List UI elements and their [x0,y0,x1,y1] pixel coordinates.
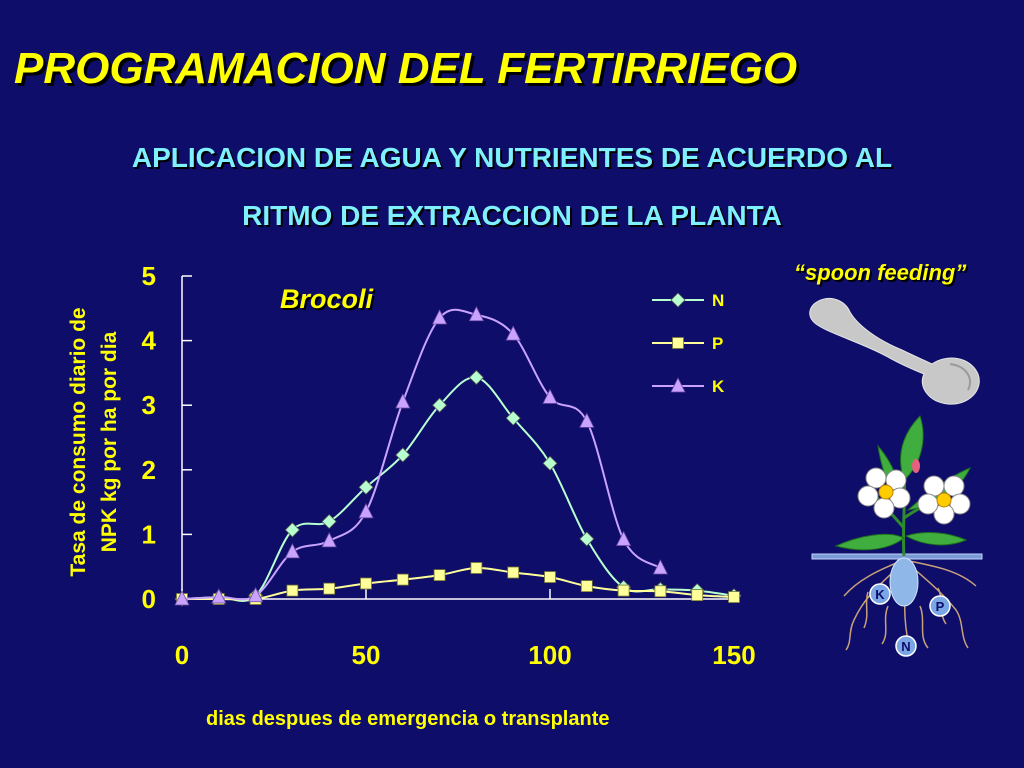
flower-left [857,467,911,519]
data-point-P [433,569,446,581]
svg-text:P: P [936,599,945,614]
data-point-P [507,566,520,579]
series-line-K [181,308,662,601]
y-axis-label: Tasa de consumo diario de NPK kg por ha … [63,307,125,576]
y-tick-label: 4 [142,326,157,356]
plant-icon: K P N [811,415,983,657]
data-point-P [544,571,556,583]
slide-subtitle-line1: APLICACION DE AGUA Y NUTRIENTES DE ACUER… [131,142,893,173]
x-axis-label: dias despues de emergencia o transplante [206,708,610,730]
data-point-K [174,590,190,606]
data-point-P [360,577,372,590]
legend-marker-N [670,292,686,308]
data-point-K [468,305,485,322]
series-line-P [182,566,735,601]
legend-label-K: K [712,377,725,396]
data-point-P [396,573,409,586]
data-point-N [542,455,558,471]
data-point-N [505,410,521,426]
data-point-N [284,522,300,538]
series-line-N [181,376,735,602]
data-point-K [284,542,301,559]
data-point-P [691,589,704,602]
data-point-P [728,591,740,603]
y-tick-label: 3 [142,390,156,420]
y-tick-label: 1 [142,519,156,549]
svg-text:N: N [901,639,910,654]
data-point-K [505,325,521,341]
x-tick-label: 150 [712,640,755,670]
nitrogen-badge: N [895,635,917,657]
slide-title: PROGRAMACION DEL FERTIRRIEGO [14,44,798,93]
data-point-P [617,584,630,597]
phosphorus-badge: P [929,595,951,617]
x-tick-label: 0 [175,640,189,670]
data-point-K [579,412,595,428]
data-point-K [358,502,374,519]
data-point-K [321,531,337,548]
data-point-P [323,582,336,595]
x-tick-label: 50 [352,640,381,670]
x-tick-label: 100 [528,640,571,670]
svg-text:K: K [875,587,885,602]
data-point-P [286,584,299,597]
data-point-K [247,586,264,603]
y-tick-label: 0 [142,584,156,614]
legend-label-N: N [712,291,724,310]
y-axis-label-line2: NPK kg por ha por dia [98,331,121,553]
data-point-K [615,530,632,546]
legend-marker-P [672,337,684,349]
data-point-N [432,397,448,413]
y-axis-label-line1: Tasa de consumo diario de [67,307,90,577]
spoon-icon [809,297,980,405]
potassium-badge: K [869,583,891,605]
data-point-P [654,585,667,598]
chart-annotation: Brocoli [280,284,374,314]
data-point-P [580,580,593,592]
data-point-N [358,479,374,495]
y-tick-label: 2 [142,455,156,485]
data-point-N [321,513,337,530]
data-point-N [468,369,484,385]
data-point-N [579,531,595,547]
y-tick-label: 5 [142,261,156,291]
data-point-P [470,562,483,574]
data-point-K [211,588,227,604]
data-point-K [431,309,448,325]
data-point-K [542,388,558,404]
flower-right [917,475,971,525]
legend-label-P: P [712,334,723,353]
data-point-N [395,447,411,463]
data-point-K [652,559,669,575]
legend-marker-K [670,377,686,393]
spoon-feeding-caption: “spoon feeding” [794,260,967,285]
data-point-K [395,393,411,409]
slide-subtitle-line2: RITMO DE EXTRACCION DE LA PLANTA [242,200,782,231]
